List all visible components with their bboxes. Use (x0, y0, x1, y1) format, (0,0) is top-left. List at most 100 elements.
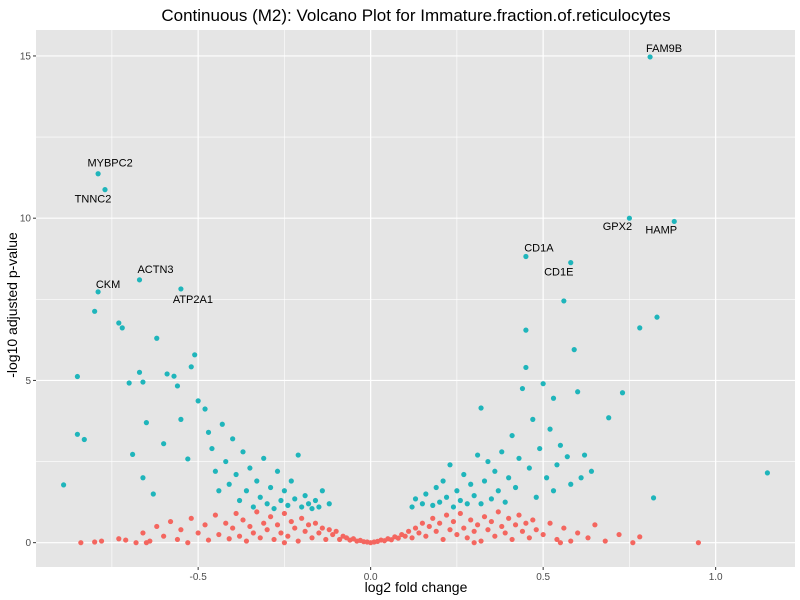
gene-label: CKM (96, 279, 120, 291)
data-point (637, 325, 643, 331)
data-point (205, 429, 212, 435)
data-point (312, 520, 319, 526)
data-point (585, 535, 591, 541)
data-point (312, 497, 319, 504)
data-point (274, 468, 281, 474)
data-point (216, 531, 222, 538)
data-point (437, 499, 443, 505)
data-point (185, 456, 191, 462)
data-point (471, 493, 477, 499)
data-point (143, 420, 149, 426)
y-tick-label: 5 (25, 376, 31, 387)
data-point (523, 327, 529, 333)
data-point (236, 533, 243, 539)
data-point (271, 505, 277, 512)
data-point (61, 482, 67, 488)
data-point (316, 530, 322, 536)
data-point (295, 538, 301, 544)
grid-major (36, 30, 795, 567)
data-point (178, 527, 184, 533)
data-point (309, 535, 315, 541)
data-point (299, 504, 305, 510)
data-point (488, 496, 494, 502)
data-point (516, 455, 522, 461)
labeled-point (568, 260, 574, 266)
data-point (161, 441, 167, 447)
data-point (764, 470, 771, 476)
data-point (264, 501, 270, 507)
data-point (302, 493, 308, 499)
data-point (512, 484, 519, 491)
data-point (268, 514, 274, 520)
y-tick-label: 15 (20, 51, 32, 62)
x-tick-label: 0.0 (364, 572, 378, 583)
data-point (450, 504, 457, 510)
data-point (81, 436, 87, 443)
data-point (223, 458, 229, 465)
data-point (126, 380, 132, 386)
data-point (457, 510, 463, 517)
data-point (526, 535, 532, 541)
data-point (319, 525, 325, 531)
data-point (161, 533, 167, 539)
data-point (468, 481, 474, 487)
y-tick-label: 0 (25, 538, 31, 549)
data-point (247, 465, 253, 471)
data-point (202, 522, 208, 528)
data-point (409, 504, 415, 510)
data-point (523, 520, 529, 526)
plot-panel (36, 30, 795, 567)
data-point (223, 520, 229, 526)
data-point (495, 509, 501, 515)
data-point (540, 531, 546, 538)
data-point (116, 536, 122, 542)
data-point (395, 535, 401, 541)
data-point (502, 499, 508, 505)
data-point (568, 538, 574, 544)
x-tick-label: -0.5 (190, 572, 208, 583)
data-point (499, 523, 505, 530)
data-point (171, 373, 177, 379)
data-point (419, 501, 425, 507)
data-point (143, 540, 149, 546)
data-point (575, 530, 581, 536)
data-point (447, 462, 453, 468)
data-point (423, 533, 429, 539)
data-point (154, 335, 160, 341)
data-point (150, 491, 156, 497)
data-point (557, 442, 564, 448)
data-point (606, 415, 612, 421)
x-axis-title: log2 fold change (365, 579, 468, 595)
data-point (450, 518, 457, 525)
data-point (192, 352, 198, 358)
data-point (571, 347, 577, 353)
data-point (554, 462, 560, 468)
data-point (544, 475, 550, 481)
gene-label: TNNC2 (75, 194, 112, 206)
x-tick-label: 1.0 (709, 572, 723, 583)
gene-label: ATP2A1 (173, 294, 213, 306)
data-point (433, 484, 439, 491)
data-point (561, 525, 567, 531)
data-point (337, 536, 343, 543)
data-point (654, 314, 660, 320)
data-point (250, 530, 256, 536)
data-point (240, 449, 246, 455)
data-point (167, 518, 174, 525)
data-point (461, 471, 467, 478)
data-point (561, 298, 567, 304)
data-point (333, 528, 339, 534)
data-point (468, 517, 474, 523)
data-point (309, 505, 315, 512)
data-point (92, 308, 98, 314)
data-point (495, 488, 501, 494)
data-point (226, 536, 232, 542)
data-point (305, 501, 312, 507)
data-point (616, 531, 622, 538)
data-point (205, 537, 212, 543)
data-point (261, 520, 267, 526)
data-point (440, 536, 446, 543)
data-point (695, 540, 702, 546)
data-point (281, 540, 287, 546)
data-point (488, 518, 494, 525)
